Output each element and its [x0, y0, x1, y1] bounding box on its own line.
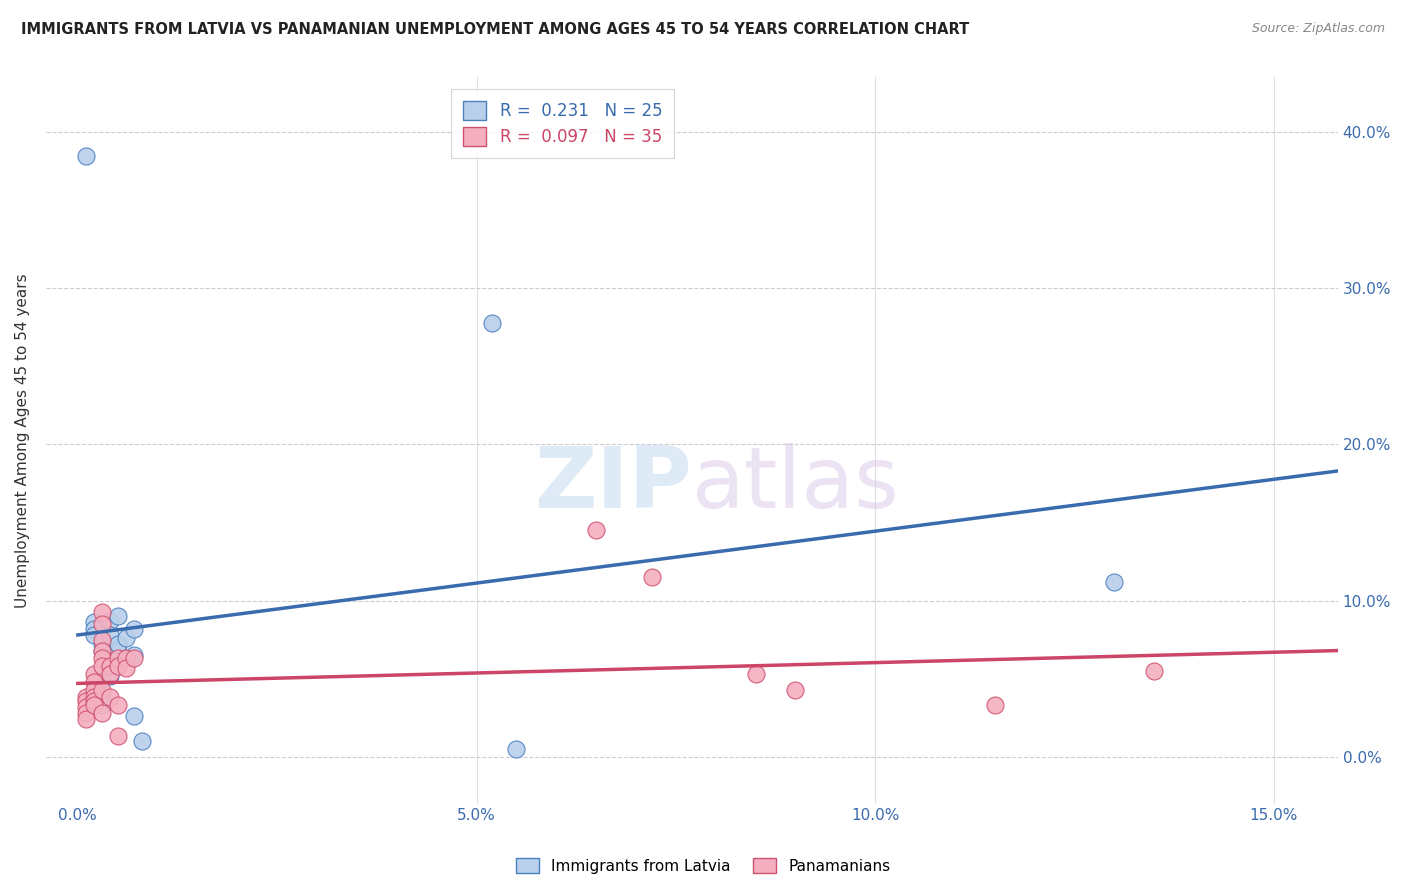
Point [90, 659, 112, 673]
Point [90, 664, 112, 678]
Point [107, 698, 129, 713]
Point [107, 637, 129, 651]
Point [1104, 574, 1126, 589]
Point [481, 316, 503, 330]
Point [90, 690, 112, 705]
Point [107, 659, 129, 673]
Text: atlas: atlas [692, 442, 900, 525]
Point [75, 148, 97, 162]
Point [75, 690, 97, 705]
Point [83, 698, 105, 713]
Point [83, 622, 105, 636]
Point [90, 617, 112, 632]
Point [75, 693, 97, 707]
Point [641, 570, 664, 584]
Text: ZIP: ZIP [534, 442, 692, 525]
Point [107, 643, 129, 657]
Point [83, 667, 105, 681]
Point [75, 712, 97, 726]
Point [98, 628, 121, 642]
Text: IMMIGRANTS FROM LATVIA VS PANAMANIAN UNEMPLOYMENT AMONG AGES 45 TO 54 YEARS CORR: IMMIGRANTS FROM LATVIA VS PANAMANIAN UNE… [21, 22, 969, 37]
Legend: Immigrants from Latvia, Panamanians: Immigrants from Latvia, Panamanians [509, 852, 897, 880]
Point [90, 682, 112, 697]
Point [98, 690, 121, 705]
Point [122, 622, 145, 636]
Point [122, 648, 145, 663]
Point [83, 628, 105, 642]
Point [90, 643, 112, 657]
Point [75, 706, 97, 720]
Point [83, 690, 105, 705]
Point [98, 614, 121, 628]
Point [107, 730, 129, 744]
Point [83, 615, 105, 630]
Point [984, 698, 1007, 713]
Point [122, 709, 145, 723]
Point [90, 637, 112, 651]
Point [83, 693, 105, 707]
Point [98, 651, 121, 665]
Point [505, 742, 527, 756]
Point [83, 674, 105, 689]
Point [1143, 664, 1166, 678]
Point [114, 651, 136, 665]
Legend: R =  0.231   N = 25, R =  0.097   N = 35: R = 0.231 N = 25, R = 0.097 N = 35 [451, 89, 673, 158]
Point [107, 609, 129, 624]
Point [90, 632, 112, 647]
Point [90, 651, 112, 665]
Point [90, 672, 112, 686]
Point [98, 668, 121, 682]
Point [90, 643, 112, 657]
Point [744, 667, 766, 681]
Point [114, 631, 136, 645]
Point [83, 682, 105, 697]
Point [131, 734, 153, 748]
Point [98, 667, 121, 681]
Point [98, 659, 121, 673]
Point [90, 698, 112, 713]
Point [785, 682, 807, 697]
Point [75, 699, 97, 714]
Point [114, 661, 136, 675]
Point [90, 605, 112, 619]
Text: Source: ZipAtlas.com: Source: ZipAtlas.com [1251, 22, 1385, 36]
Point [122, 651, 145, 665]
Y-axis label: Unemployment Among Ages 45 to 54 years: Unemployment Among Ages 45 to 54 years [15, 273, 30, 607]
Point [90, 706, 112, 720]
Point [585, 524, 607, 538]
Point [107, 651, 129, 665]
